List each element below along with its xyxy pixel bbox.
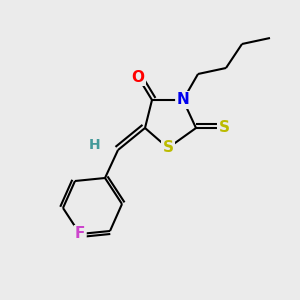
- Text: N: N: [177, 92, 189, 107]
- Text: S: S: [163, 140, 173, 155]
- Text: H: H: [89, 138, 101, 152]
- Text: F: F: [75, 226, 85, 242]
- Text: S: S: [218, 121, 230, 136]
- Text: O: O: [131, 70, 145, 85]
